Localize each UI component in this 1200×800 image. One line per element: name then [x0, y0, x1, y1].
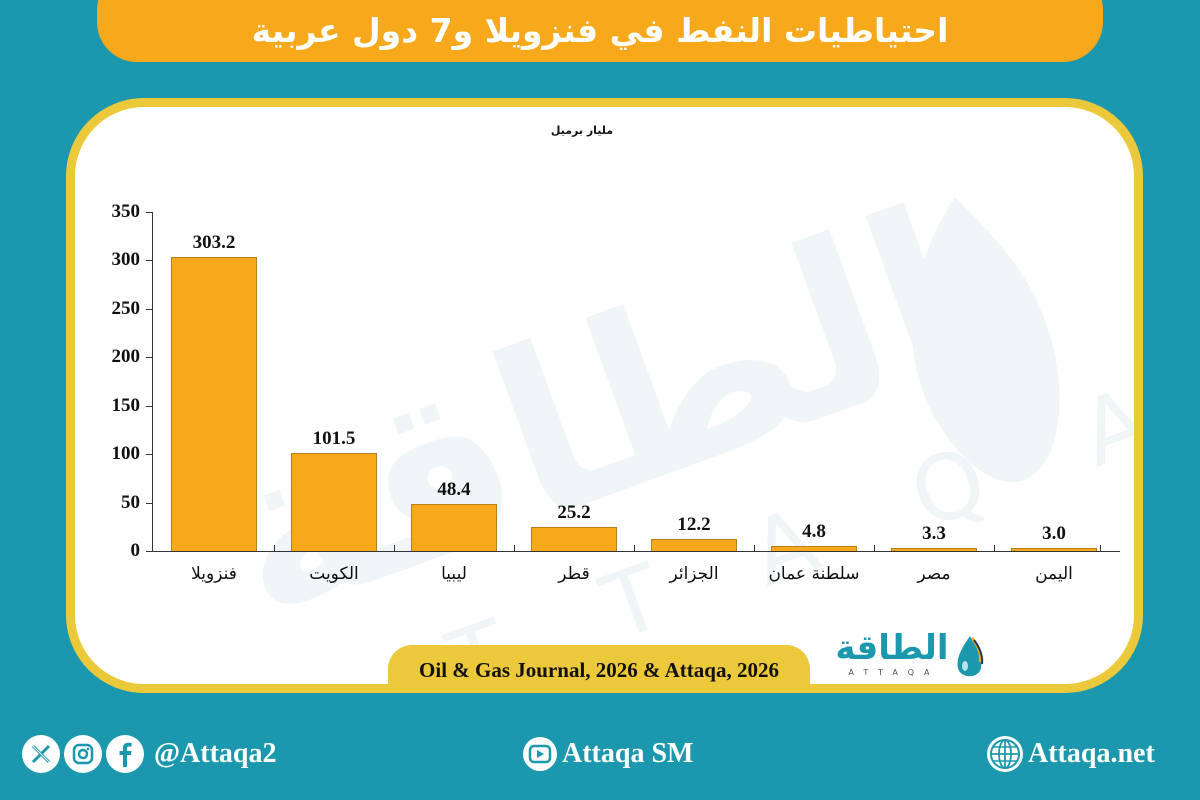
bar [771, 546, 857, 551]
x-tick [874, 545, 875, 552]
y-axis-unit-label: مليار برميل [550, 124, 614, 137]
y-tick-label: 200 [111, 346, 141, 368]
x-tick [394, 545, 395, 552]
bar-value-label: 4.8 [802, 521, 826, 543]
attaqa-logo: الطاقة ATTAQA [826, 628, 986, 684]
category-label: اليمن [1035, 564, 1073, 584]
bar-value-label: 101.5 [312, 427, 356, 449]
social-handle[interactable]: @Attaqa2 [154, 738, 277, 769]
y-tick [146, 212, 153, 213]
y-tick-label: 0 [130, 540, 141, 561]
social-links: @Attaqa2 [22, 734, 277, 774]
y-tick [146, 308, 153, 310]
bar-value-label: 25.2 [557, 501, 591, 523]
youtube-link[interactable]: Attaqa SM [522, 734, 693, 774]
chart-title: احتياطيات النفط في فنزويلا و7 دول عربية [251, 11, 949, 50]
y-tick [146, 454, 153, 456]
facebook-icon[interactable] [106, 735, 144, 773]
bar [291, 452, 377, 551]
bar-value-label: 3.3 [922, 522, 946, 544]
x-icon[interactable] [22, 735, 60, 773]
y-tick-label: 50 [121, 491, 140, 513]
y-axis [152, 212, 153, 552]
category-label: مصر [917, 564, 951, 584]
category-label: الجزائر [669, 564, 719, 584]
bar-value-label: 12.2 [677, 514, 711, 536]
bar [1011, 548, 1097, 551]
instagram-icon[interactable] [64, 735, 102, 773]
y-tick [146, 502, 153, 504]
bar-value-label: 303.2 [192, 232, 236, 254]
bar [891, 547, 977, 551]
x-tick [1100, 545, 1101, 552]
category-label: فنزويلا [191, 564, 237, 584]
youtube-handle[interactable]: Attaqa SM [562, 738, 694, 769]
oil-drop-icon [957, 636, 984, 677]
youtube-icon [523, 737, 557, 771]
logo-english-text: ATTAQA [848, 668, 940, 677]
x-tick [754, 545, 755, 552]
category-label: سلطنة عمان [768, 564, 860, 584]
x-tick [514, 545, 515, 552]
x-tick [634, 545, 635, 552]
y-tick-label: 100 [111, 443, 141, 465]
y-tick-label: 150 [111, 394, 141, 416]
bar [651, 539, 737, 551]
y-tick-label: 350 [111, 201, 141, 222]
x-tick [994, 545, 995, 552]
bar [171, 257, 257, 551]
bar-value-label: 48.4 [437, 479, 471, 501]
category-label: الكويت [309, 564, 359, 584]
x-tick [274, 545, 275, 552]
website-link[interactable]: Attaqa.net [986, 734, 1155, 774]
x-axis [147, 551, 1120, 552]
source-text: Oil & Gas Journal, 2026 & Attaqa, 2026 [419, 657, 779, 682]
category-label: ليبيا [441, 564, 467, 584]
category-label: قطر [558, 564, 590, 584]
bar-value-label: 3.0 [1042, 523, 1066, 545]
y-tick-label: 250 [111, 297, 141, 319]
logo-arabic-text: الطاقة [835, 628, 949, 668]
bar [411, 504, 497, 551]
bar [531, 526, 617, 551]
website-url[interactable]: Attaqa.net [1028, 738, 1155, 769]
y-tick-label: 300 [111, 249, 141, 271]
y-tick [146, 551, 153, 552]
source-tag: Oil & Gas Journal, 2026 & Attaqa, 2026 [388, 645, 810, 693]
y-tick [146, 357, 153, 359]
globe-icon [987, 736, 1023, 772]
title-bar: احتياطيات النفط في فنزويلا و7 دول عربية [97, 0, 1103, 62]
y-tick [146, 405, 153, 407]
y-tick [146, 260, 153, 262]
